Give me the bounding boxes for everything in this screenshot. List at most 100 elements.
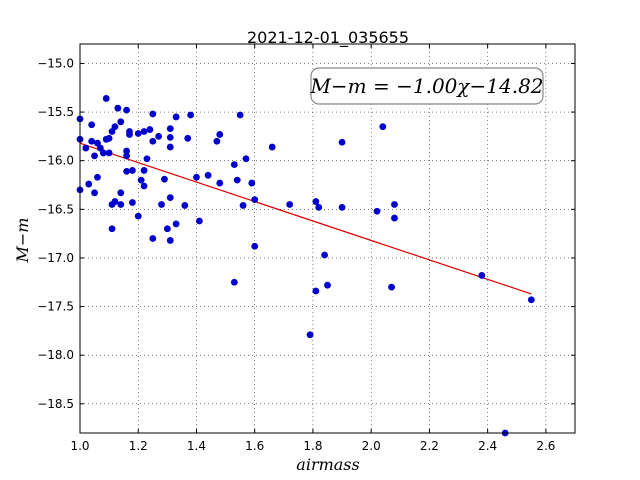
data-point (161, 175, 168, 183)
y-tick-label: −18.5 (37, 397, 74, 411)
data-point (187, 111, 195, 119)
x-tick-label: 1.2 (129, 439, 148, 453)
data-point (117, 118, 125, 126)
data-point (166, 125, 174, 133)
data-point (172, 220, 180, 228)
data-point (114, 104, 122, 112)
data-point (108, 225, 116, 233)
y-axis-label: M−m (13, 218, 32, 264)
data-point (129, 199, 136, 206)
data-point (166, 194, 174, 202)
plot-area-frame (79, 43, 576, 434)
annotation-box: M−m = −1.00χ−14.82 (309, 67, 544, 105)
data-point (99, 149, 107, 157)
fit-equation: M−m = −1.00χ−14.82 (309, 74, 543, 98)
data-point (321, 251, 328, 259)
data-point (126, 131, 133, 138)
data-point (251, 242, 259, 250)
data-point (117, 201, 125, 208)
data-point (82, 144, 90, 152)
x-tick-label: 2.2 (420, 439, 439, 453)
x-tick-label: 2.6 (536, 439, 555, 453)
x-tick-label: 1.0 (70, 439, 89, 453)
data-point (111, 198, 119, 205)
data-point (140, 167, 148, 174)
data-point (163, 225, 171, 233)
data-point (251, 196, 259, 204)
y-tick-label: −18.0 (37, 348, 74, 362)
data-point (286, 201, 294, 208)
data-point (230, 161, 238, 168)
data-point (204, 171, 212, 179)
data-point (117, 189, 125, 197)
data-point (105, 134, 113, 142)
data-point (315, 203, 323, 211)
data-point (155, 132, 163, 140)
data-point (248, 179, 256, 187)
data-point (149, 235, 157, 242)
x-tick-label: 2.4 (478, 439, 497, 453)
data-point (338, 203, 346, 211)
data-point (373, 207, 381, 215)
data-point (123, 167, 130, 175)
data-point (102, 95, 110, 102)
y-tick-label: −16.0 (37, 154, 74, 168)
data-point (216, 179, 224, 187)
data-point (111, 123, 119, 131)
data-point (91, 152, 98, 160)
data-point (216, 131, 224, 138)
data-point (123, 152, 130, 160)
data-point (184, 134, 192, 142)
data-point (166, 143, 174, 151)
data-point (239, 202, 247, 209)
data-point (306, 331, 314, 339)
data-point (134, 212, 142, 220)
data-point (478, 272, 486, 279)
data-point (140, 128, 148, 135)
data-point (129, 167, 136, 174)
data-point (134, 130, 142, 137)
data-point (146, 126, 154, 133)
data-point (105, 149, 113, 157)
data-point (137, 176, 145, 184)
data-point (85, 180, 93, 188)
y-tick-label: −15.5 (37, 105, 74, 119)
y-tick-label: −16.5 (37, 202, 74, 216)
data-point (140, 182, 148, 190)
data-point (149, 137, 157, 145)
data-point (213, 137, 221, 145)
x-tick-label: 1.4 (187, 439, 206, 453)
x-tick-label: 2.0 (362, 439, 381, 453)
data-point (230, 278, 238, 286)
data-point (166, 133, 174, 141)
data-point (379, 123, 387, 131)
data-points (76, 95, 535, 437)
grid (79, 44, 575, 433)
data-point (166, 237, 174, 244)
y-tick-label: −15.0 (37, 56, 74, 70)
data-point (181, 202, 189, 209)
data-point (193, 173, 200, 181)
data-point (236, 111, 244, 119)
chart-title: 2021-12-01_035655 (247, 28, 409, 48)
data-point (324, 281, 331, 289)
data-point (88, 137, 96, 145)
fit-line (79, 142, 532, 295)
data-point (312, 287, 320, 295)
data-point (172, 113, 180, 121)
annotation-frame (310, 67, 544, 105)
data-point (158, 201, 165, 208)
data-point (123, 106, 130, 114)
data-point (91, 189, 98, 197)
data-point (391, 201, 398, 208)
x-tick-label: 1.8 (303, 439, 322, 453)
axis-ticks: 1.0 1.2 1.4 1.6 1.8 2.0 2.2 2.4 2.6 −15.0 −15.5 −16… (37, 44, 575, 453)
data-point (233, 176, 241, 184)
data-point (391, 214, 398, 222)
data-point (94, 173, 101, 181)
data-point (312, 198, 320, 205)
data-point (268, 143, 276, 151)
y-tick-label: −17.5 (37, 300, 74, 314)
x-tick-label: 1.6 (245, 439, 264, 453)
